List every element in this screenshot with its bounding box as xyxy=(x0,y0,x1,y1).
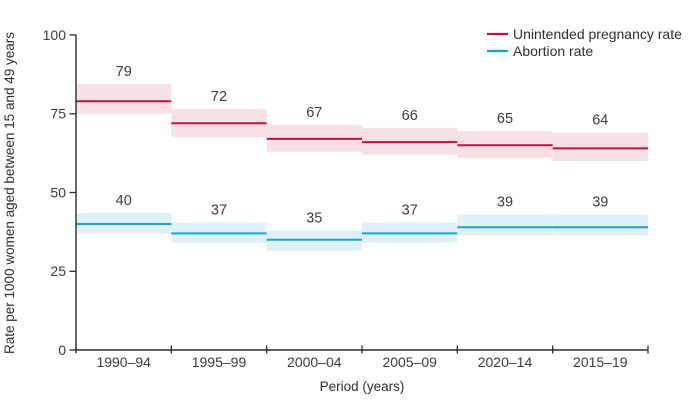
value-label: 35 xyxy=(306,210,322,226)
x-axis-title: Period (years) xyxy=(320,379,405,394)
legend-label: Unintended pregnancy rate xyxy=(513,26,682,42)
value-label: 79 xyxy=(116,64,132,80)
confidence-band-series2 xyxy=(457,214,553,236)
y-tick-label: 25 xyxy=(50,263,66,279)
confidence-band-series1 xyxy=(552,132,648,161)
value-label: 64 xyxy=(592,113,608,129)
value-label: 66 xyxy=(402,108,418,124)
value-label: 39 xyxy=(592,195,608,211)
x-tick-label: 2015–19 xyxy=(573,354,628,370)
y-tick-label: 0 xyxy=(58,342,66,358)
value-label: 65 xyxy=(497,111,513,127)
value-label: 40 xyxy=(116,193,132,209)
y-tick-label: 75 xyxy=(50,106,66,122)
y-tick-label: 50 xyxy=(50,184,66,200)
y-axis-title: Rate per 1000 women aged between 15 and … xyxy=(2,32,17,354)
confidence-band-series2 xyxy=(552,214,648,236)
value-label: 72 xyxy=(211,89,227,105)
y-tick-label: 100 xyxy=(43,27,67,43)
value-label: 37 xyxy=(211,202,227,218)
value-label: 37 xyxy=(402,202,418,218)
x-tick-label: 2005–09 xyxy=(382,354,437,370)
x-tick-label: 2020–14 xyxy=(478,354,533,370)
x-tick-label: 2000–04 xyxy=(287,354,342,370)
value-label: 39 xyxy=(497,195,513,211)
x-tick-label: 1990–94 xyxy=(96,354,151,370)
confidence-band-series1 xyxy=(76,83,172,114)
legend-label: Abortion rate xyxy=(513,43,593,59)
x-tick-label: 1995–99 xyxy=(192,354,247,370)
value-label: 67 xyxy=(306,105,322,121)
